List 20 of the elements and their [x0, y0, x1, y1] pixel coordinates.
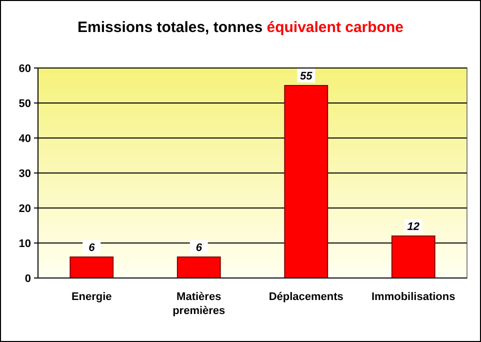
data-label: 6 — [196, 242, 203, 254]
bar — [176, 256, 221, 278]
y-tick-label: 20 — [18, 203, 31, 215]
bar — [70, 256, 114, 278]
y-tick-label: 30 — [18, 168, 31, 180]
data-label: 12 — [407, 221, 420, 233]
bar — [391, 236, 436, 278]
x-tick-label: Matières premières — [172, 291, 226, 317]
y-tick-label: 0 — [24, 273, 31, 285]
x-tick-label: Immobilisations — [372, 291, 456, 303]
y-tick-label: 40 — [18, 133, 31, 145]
x-tick-label: Energie — [71, 291, 112, 303]
bar — [284, 85, 328, 278]
data-label: 55 — [300, 70, 314, 82]
chart-title: Emissions totales, tonnes équivalent carbone — [78, 19, 404, 36]
x-tick-label: Déplacements — [268, 291, 344, 303]
data-label: 6 — [88, 242, 96, 254]
y-tick-label: 10 — [18, 238, 31, 250]
y-tick-label: 60 — [18, 63, 31, 75]
y-tick-label: 50 — [18, 98, 31, 110]
